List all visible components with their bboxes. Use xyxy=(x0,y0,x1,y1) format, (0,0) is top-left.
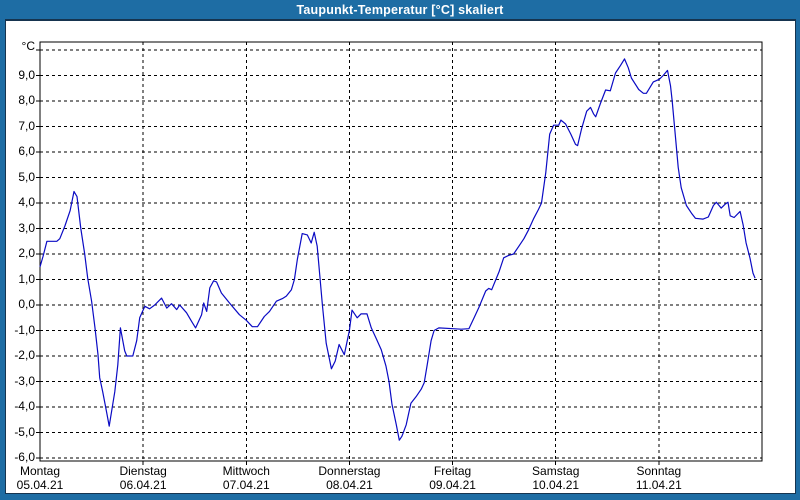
y-tick-label: 0,0 xyxy=(18,297,35,311)
day-name-label: Dienstag xyxy=(119,464,167,478)
day-date-label: 09.04.21 xyxy=(429,477,476,492)
day-date-label: 11.04.21 xyxy=(635,477,682,492)
y-tick-label: 5,0 xyxy=(18,169,35,184)
day-name-label: Mittwoch xyxy=(222,464,270,478)
y-tick-label: -4,0 xyxy=(14,399,35,413)
y-tick-label: 2,0 xyxy=(18,246,35,260)
plot-frame xyxy=(39,41,763,462)
y-tick-label: 8,0 xyxy=(18,93,35,107)
day-label: Mittwoch 07.04.21 xyxy=(191,464,301,492)
day-label: Montag 05.04.21 xyxy=(0,464,95,492)
y-axis-unit-label: °C xyxy=(21,39,35,53)
day-label: Freitag 09.04.21 xyxy=(398,464,508,492)
day-date-label: 10.04.21 xyxy=(532,477,580,492)
day-date-label: 06.04.21 xyxy=(119,477,167,492)
y-tick-label: 7,0 xyxy=(18,118,35,133)
day-date-label: 07.04.21 xyxy=(222,477,270,492)
y-tick-label: 9,0 xyxy=(18,67,35,82)
day-name-label: Donnerstag xyxy=(318,464,381,478)
day-label: Sonntag 11.04.21 xyxy=(604,464,714,492)
y-tick-label: -2,0 xyxy=(14,348,35,362)
day-date-label: 08.04.21 xyxy=(326,477,373,492)
y-tick-label: 3,0 xyxy=(18,220,35,235)
y-tick-label: 1,0 xyxy=(18,271,35,286)
title-bar: Taupunkt-Temperatur [°C] skaliert xyxy=(0,0,800,19)
y-tick-label: 6,0 xyxy=(18,144,35,158)
day-date-label: 05.04.21 xyxy=(16,477,64,492)
chart-canvas xyxy=(5,19,796,494)
y-tick-label: -6,0 xyxy=(14,450,35,464)
day-name-label: Samstag xyxy=(532,464,580,478)
y-tick-label: 4,0 xyxy=(18,195,35,209)
day-name-label: Sonntag xyxy=(636,464,682,478)
dewpoint-line xyxy=(39,58,756,441)
day-name-label: Freitag xyxy=(433,464,472,478)
day-label: Donnerstag 08.04.21 xyxy=(294,464,404,492)
day-name-label: Montag xyxy=(19,464,61,478)
y-tick-label: -1,0 xyxy=(14,322,35,337)
day-label: Samstag 10.04.21 xyxy=(501,464,611,492)
y-tick-label: -3,0 xyxy=(14,373,35,388)
day-label: Dienstag 06.04.21 xyxy=(88,464,198,492)
chart-title: Taupunkt-Temperatur [°C] skaliert xyxy=(296,2,504,17)
y-tick-label: -5,0 xyxy=(14,424,35,439)
